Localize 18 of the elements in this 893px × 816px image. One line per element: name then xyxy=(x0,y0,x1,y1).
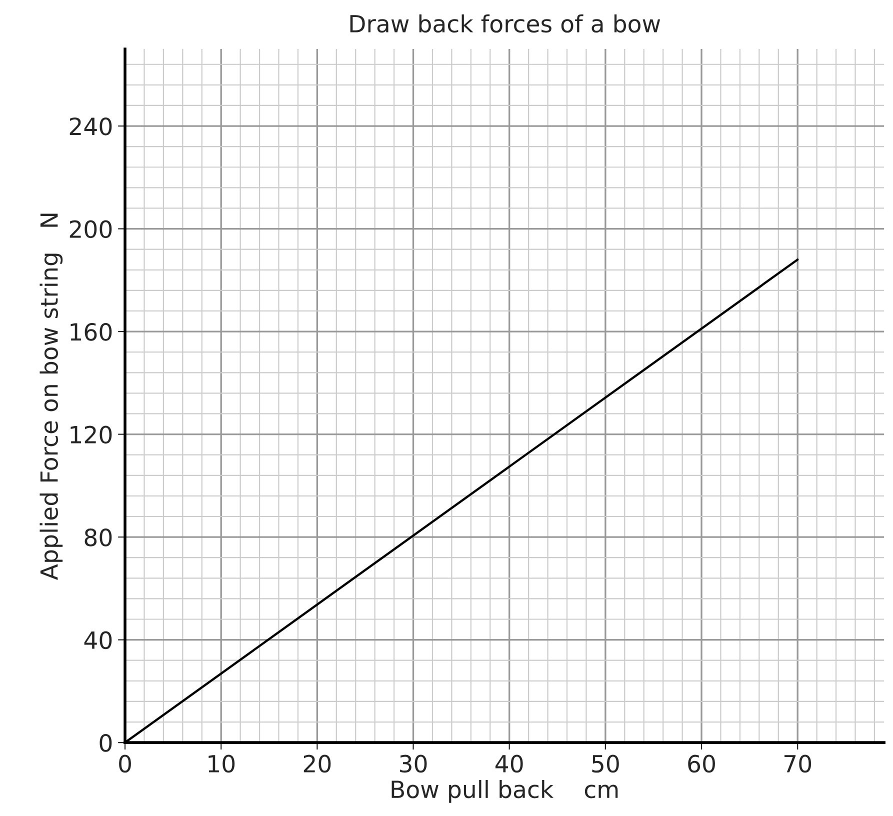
y-axis-title: Applied Force on bow string N xyxy=(40,214,63,580)
x-tick-label: 30 xyxy=(400,754,427,773)
x-tick-label: 50 xyxy=(592,754,619,773)
x-tick-label: 0 xyxy=(119,754,131,773)
y-tick-label: 80 xyxy=(84,528,112,546)
y-tick-label: 240 xyxy=(70,117,112,136)
x-tick-label: 60 xyxy=(688,754,715,773)
y-tick-label: 200 xyxy=(70,220,112,238)
x-tick-label: 40 xyxy=(495,754,523,773)
x-tick-label: 20 xyxy=(304,754,331,773)
y-tick-label: 160 xyxy=(70,322,112,341)
x-axis-title: Bow pull back cm xyxy=(392,780,618,803)
chart-title: Draw back forces of a bow xyxy=(350,14,660,33)
x-tick-label: 10 xyxy=(208,754,235,773)
y-tick-label: 0 xyxy=(100,734,112,752)
x-tick-label: 70 xyxy=(784,754,812,773)
y-tick-label: 120 xyxy=(70,426,112,444)
y-tick-label: 40 xyxy=(84,631,112,650)
